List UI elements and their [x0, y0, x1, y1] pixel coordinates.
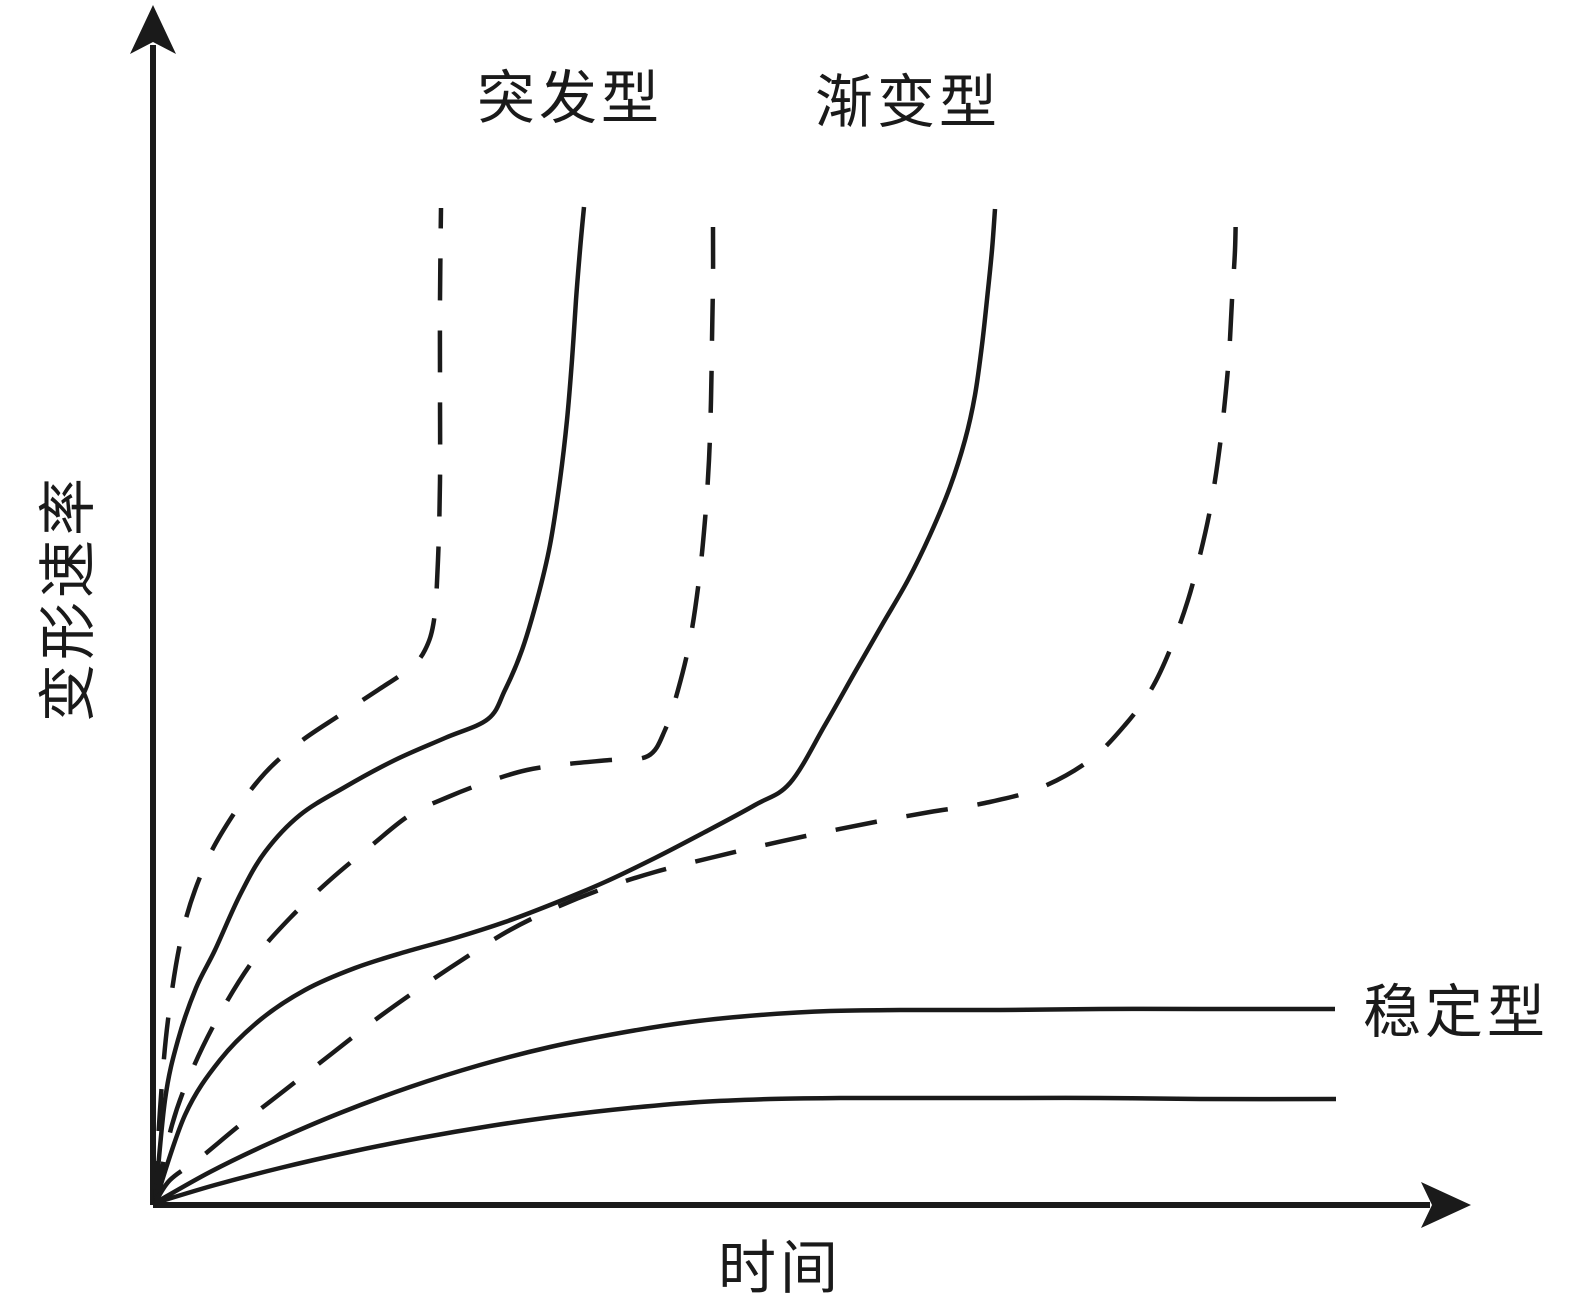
burst-type-label: 突发型	[477, 66, 663, 131]
gradual-solid-curve	[152, 208, 998, 1204]
axes	[130, 5, 1471, 1228]
chart-labels: 突发型 渐变型 稳定型 时间 变形速率	[36, 66, 1549, 1301]
y-axis-arrow-icon	[130, 5, 176, 54]
gradual-type-label: 渐变型	[815, 70, 1001, 135]
stable-type-label: 稳定型	[1363, 980, 1549, 1045]
burst-solid-curve	[152, 206, 587, 1204]
stable-upper-curve	[153, 1006, 1335, 1205]
curve-series-group	[152, 199, 1337, 1206]
middle-dashed-envelope	[152, 226, 716, 1204]
x-axis-arrow-icon	[1421, 1182, 1471, 1228]
gradual-dashed-envelope	[153, 199, 1239, 1205]
y-axis-title: 变形速率	[36, 474, 101, 722]
burst-dashed-envelope	[152, 207, 444, 1204]
stable-lower-curve	[154, 1095, 1337, 1206]
x-axis-title: 时间	[718, 1236, 842, 1301]
